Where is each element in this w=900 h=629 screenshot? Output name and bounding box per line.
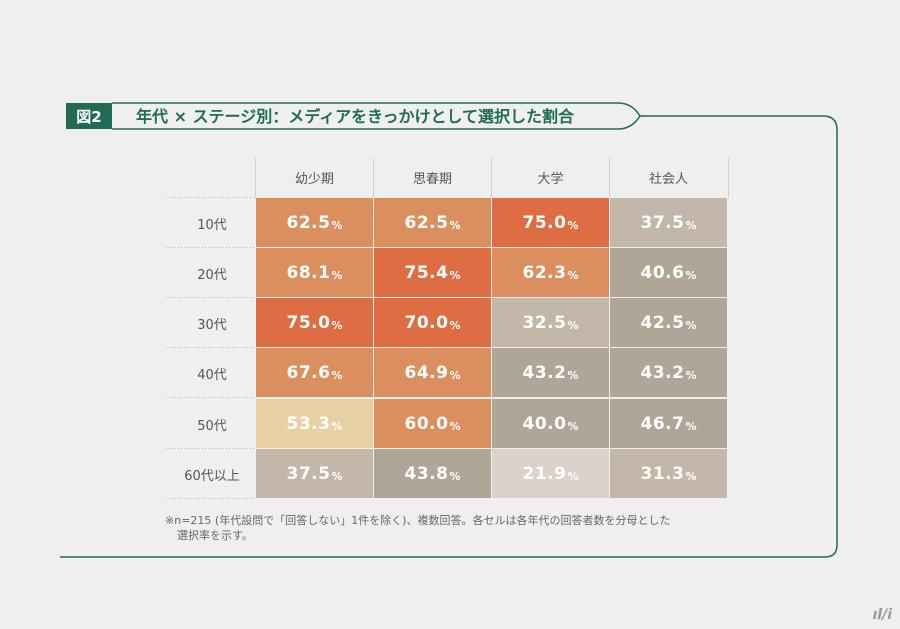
cell-value: 37.5 [286, 463, 331, 484]
heatmap-cell: 43.2% [610, 348, 727, 397]
cell-value: 43.8 [404, 463, 449, 484]
cell-unit: % [331, 268, 343, 282]
cell-unit: % [567, 318, 579, 332]
heatmap-cell: 37.5% [256, 449, 373, 498]
cell-value: 43.2 [522, 362, 567, 383]
cell-unit: % [331, 469, 343, 483]
heatmap-cell: 68.1% [256, 248, 373, 297]
cell-value: 60.0 [404, 413, 449, 434]
cell-value: 53.3 [286, 413, 331, 434]
column-header: 思春期 [412, 171, 452, 187]
cell-value: 31.3 [640, 463, 685, 484]
cell-value: 67.6 [286, 362, 331, 383]
column-header: 大学 [537, 171, 564, 187]
cell-unit: % [685, 318, 697, 332]
cell-unit: % [449, 318, 461, 332]
heatmap-cell: 70.0% [374, 298, 491, 347]
heatmap-cell: 40.6% [610, 248, 727, 297]
row-header: 20代 [197, 267, 227, 283]
cell-unit: % [331, 318, 343, 332]
cell-unit: % [567, 268, 579, 282]
cell-value: 62.5 [404, 212, 449, 233]
row-header: 50代 [197, 418, 227, 434]
cell-value: 62.5 [286, 212, 331, 233]
cell-unit: % [449, 419, 461, 433]
cell-unit: % [331, 218, 343, 232]
cell-value: 21.9 [522, 463, 567, 484]
cell-unit: % [567, 368, 579, 382]
cell-value: 68.1 [286, 262, 331, 283]
cell-unit: % [685, 218, 697, 232]
row-header: 30代 [197, 317, 227, 333]
cell-value: 70.0 [404, 312, 449, 333]
cell-value: 62.3 [522, 262, 567, 283]
heatmap-cell: 60.0% [374, 399, 491, 448]
cell-unit: % [567, 419, 579, 433]
heatmap-cell: 62.5% [374, 198, 491, 247]
cell-unit: % [567, 218, 579, 232]
footnote-line-2: 選択率を示す。 [177, 529, 253, 542]
cell-unit: % [449, 469, 461, 483]
footnote: ※n=215 (年代設問で「回答しない」1件を除く)、複数回答。各セルは各年代の… [165, 513, 725, 543]
heatmap-cell: 37.5% [610, 198, 727, 247]
figure-label: 図2 [66, 103, 112, 129]
heatmap-cell: 46.7% [610, 399, 727, 448]
cell-value: 75.4 [404, 262, 449, 283]
cell-unit: % [449, 268, 461, 282]
row-header: 40代 [197, 367, 227, 383]
cell-value: 40.6 [640, 262, 685, 283]
chart-title: 年代 × ステージ別：メディアをきっかけとして選択した割合 [136, 107, 574, 126]
footnote-line-1: ※n=215 (年代設問で「回答しない」1件を除く)、複数回答。各セルは各年代の… [165, 514, 671, 527]
cell-value: 42.5 [640, 312, 685, 333]
heatmap-cell: 75.0% [256, 298, 373, 347]
heatmap-cell: 62.5% [256, 198, 373, 247]
cell-unit: % [685, 469, 697, 483]
heatmap-cell: 43.8% [374, 449, 491, 498]
cell-unit: % [685, 368, 697, 382]
heatmap-cell: 40.0% [492, 399, 609, 448]
column-header: 社会人 [648, 171, 688, 187]
heatmap-cell: 64.9% [374, 348, 491, 397]
cell-value: 32.5 [522, 312, 567, 333]
table-grid-lines [166, 158, 729, 499]
cell-unit: % [685, 268, 697, 282]
cell-value: 75.0 [286, 312, 331, 333]
cell-unit: % [331, 419, 343, 433]
publisher-logo: ıl/i [872, 607, 892, 623]
cell-unit: % [449, 218, 461, 232]
heatmap-cell: 53.3% [256, 399, 373, 448]
heatmap-cell: 62.3% [492, 248, 609, 297]
row-header: 10代 [197, 217, 227, 233]
heatmap-cell: 43.2% [492, 348, 609, 397]
heatmap-cell: 32.5% [492, 298, 609, 347]
heatmap-cell: 67.6% [256, 348, 373, 397]
cell-value: 40.0 [522, 413, 567, 434]
heatmap-cell: 42.5% [610, 298, 727, 347]
heatmap-cell: 21.9% [492, 449, 609, 498]
cell-unit: % [331, 368, 343, 382]
column-header: 幼少期 [294, 171, 334, 187]
cell-unit: % [685, 419, 697, 433]
cell-value: 46.7 [640, 413, 685, 434]
cell-value: 75.0 [522, 212, 567, 233]
cell-unit: % [449, 368, 461, 382]
cell-value: 64.9 [404, 362, 449, 383]
cell-value: 37.5 [640, 212, 685, 233]
heatmap-cell: 31.3% [610, 449, 727, 498]
row-header: 60代以上 [184, 468, 240, 484]
heatmap-cell: 75.4% [374, 248, 491, 297]
cell-value: 43.2 [640, 362, 685, 383]
cell-unit: % [567, 469, 579, 483]
heatmap-cell: 75.0% [492, 198, 609, 247]
